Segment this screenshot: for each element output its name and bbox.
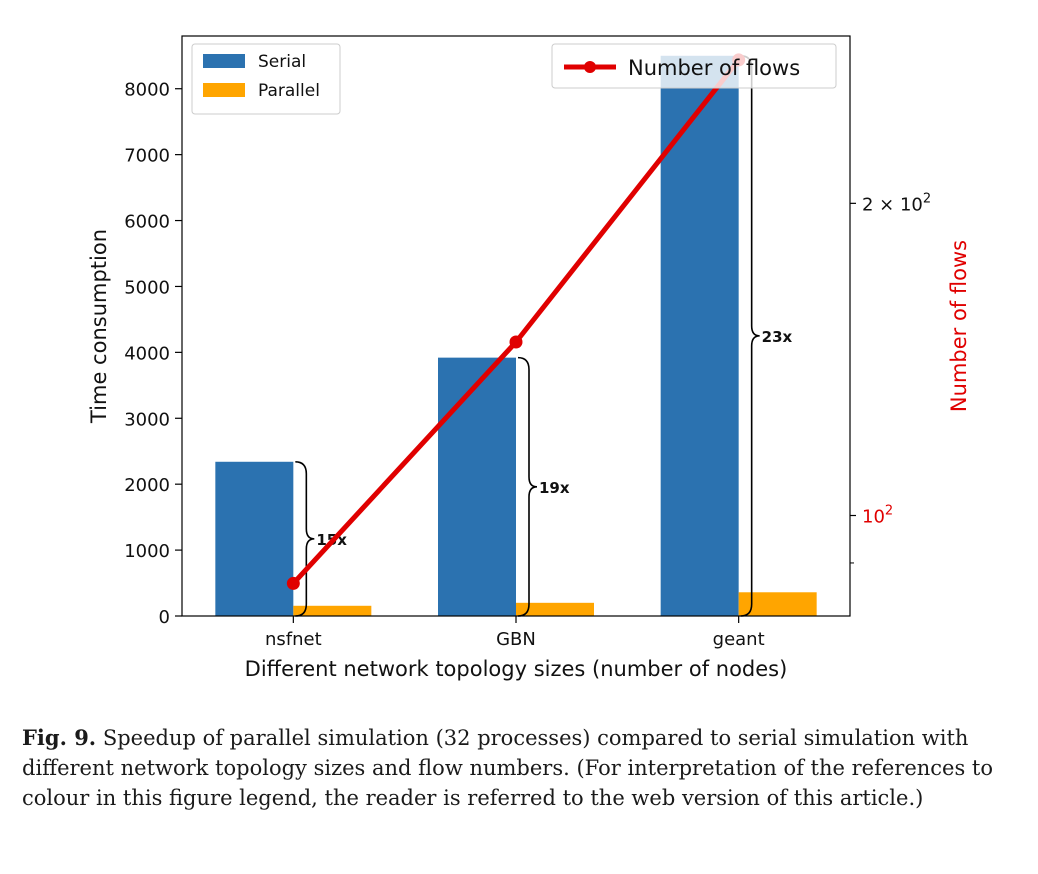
figure-caption: Fig. 9. Speedup of parallel simulation (… — [22, 723, 1022, 813]
caption-text: Speedup of parallel simulation (32 proce… — [22, 726, 993, 810]
legend-box-right — [551, 43, 837, 89]
y-tick-label: 2000 — [124, 475, 170, 496]
right-y-tick-label: 102 — [862, 504, 893, 528]
left-axis-ticks: 0 1000 2000 3000 4000 5000 6000 7000 8000 — [124, 80, 182, 628]
legend-flows-marker — [584, 61, 596, 73]
y-tick-label: 6000 — [124, 212, 170, 233]
bar-serial-gbn — [438, 357, 516, 616]
speedup-brace-nsfnet — [295, 460, 315, 617]
speedup-label-geant: 23x — [762, 328, 793, 346]
x-axis-label: Different network topology sizes (number… — [245, 657, 788, 681]
speedup-label-gbn: 19x — [539, 479, 570, 497]
y-tick-label: 8000 — [124, 80, 170, 101]
legend-series: Serial Parallel — [191, 43, 341, 115]
bar-serial-geant — [660, 55, 739, 617]
right-y-axis-label: Number of flows — [947, 240, 971, 412]
x-tick-label: GBN — [496, 629, 536, 650]
y-tick-label: 3000 — [124, 409, 170, 430]
legend-flows: Number of flows — [551, 43, 837, 89]
flows-point-nsfnet — [286, 576, 300, 590]
x-tick-label: geant — [713, 629, 765, 650]
speedup-brace-gbn — [517, 356, 538, 617]
y-tick-label: 0 — [159, 607, 170, 628]
right-axis-ticks: 102 2 × 102 — [850, 191, 931, 564]
y-tick-label: 1000 — [124, 541, 170, 562]
bars-layer — [215, 55, 817, 617]
bar-parallel-geant — [738, 592, 817, 616]
y-axis-label: Time consumption — [87, 229, 111, 424]
legend-serial-swatch — [203, 54, 245, 68]
legend-parallel-swatch — [203, 83, 245, 97]
x-axis-ticks: nsfnet GBN geant — [265, 616, 765, 650]
y-tick-label: 4000 — [124, 343, 170, 364]
flows-point-gbn — [509, 335, 523, 349]
legend-serial-label: Serial — [258, 52, 306, 72]
legend-parallel-label: Parallel — [258, 81, 320, 101]
x-tick-label: nsfnet — [265, 629, 322, 650]
legend-flows-label: Number of flows — [628, 56, 800, 80]
y-tick-label: 7000 — [124, 146, 170, 167]
right-y-tick-label: 2 × 102 — [862, 191, 931, 215]
bar-parallel-nsfnet — [293, 605, 372, 616]
bar-serial-nsfnet — [215, 461, 294, 616]
bar-parallel-gbn — [516, 602, 594, 616]
speedup-brace-geant — [740, 54, 760, 617]
caption-label: Fig. 9. — [22, 725, 97, 750]
y-tick-label: 5000 — [124, 277, 170, 298]
